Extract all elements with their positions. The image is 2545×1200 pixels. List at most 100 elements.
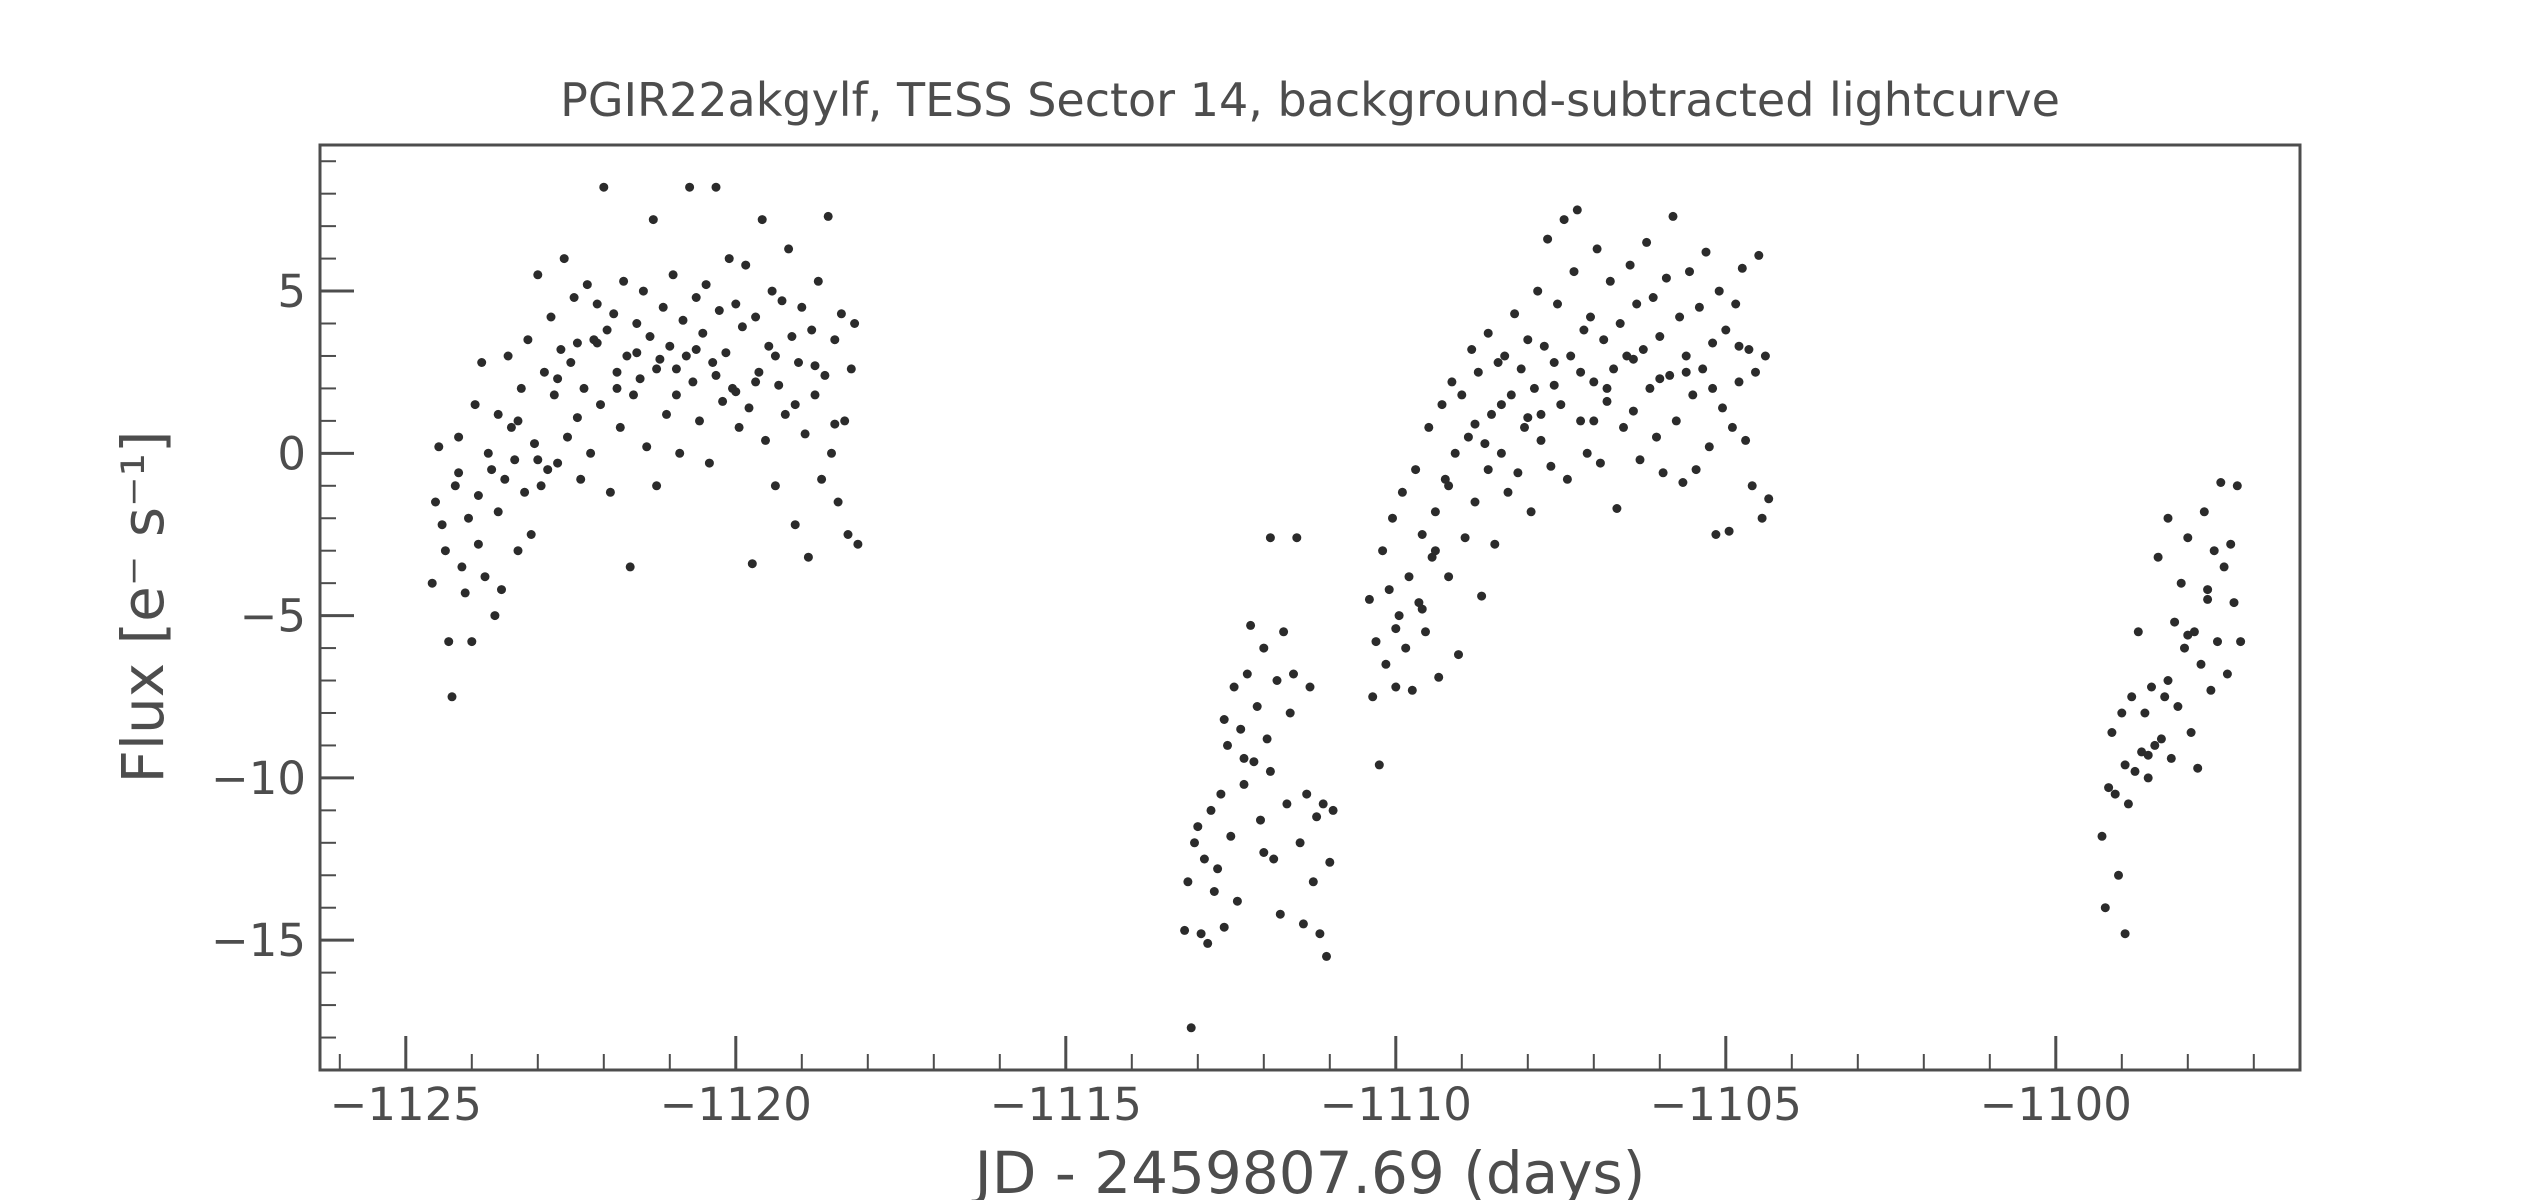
data-point bbox=[523, 335, 533, 345]
data-point bbox=[2170, 617, 2180, 627]
data-point bbox=[533, 455, 543, 465]
data-point bbox=[1576, 416, 1586, 426]
data-point bbox=[2236, 637, 2246, 647]
data-point bbox=[691, 293, 701, 302]
data-point bbox=[2209, 546, 2219, 556]
data-point bbox=[427, 578, 437, 588]
data-point bbox=[2203, 594, 2213, 604]
data-point bbox=[1586, 312, 1595, 322]
data-point bbox=[846, 364, 856, 374]
data-point bbox=[450, 481, 460, 491]
data-point bbox=[2229, 598, 2239, 608]
data-point bbox=[1605, 276, 1615, 286]
data-point bbox=[1546, 461, 1556, 471]
data-point bbox=[549, 390, 559, 400]
data-point bbox=[1371, 637, 1381, 647]
data-point bbox=[576, 474, 586, 484]
data-point bbox=[493, 507, 503, 517]
data-point bbox=[1190, 838, 1199, 848]
data-point bbox=[473, 539, 483, 549]
data-point bbox=[1262, 734, 1272, 744]
data-point bbox=[2176, 578, 2186, 588]
data-point bbox=[1655, 332, 1665, 341]
data-point bbox=[483, 448, 493, 458]
data-point bbox=[1381, 659, 1391, 669]
data-point bbox=[536, 481, 546, 491]
data-point bbox=[516, 383, 526, 393]
data-point bbox=[770, 481, 780, 491]
data-point bbox=[2222, 669, 2232, 679]
data-point bbox=[1727, 422, 1737, 432]
y-tick-label: −10 bbox=[211, 752, 306, 805]
data-point bbox=[1223, 740, 1232, 750]
data-point bbox=[2114, 870, 2123, 880]
data-point bbox=[543, 465, 553, 475]
data-point bbox=[1391, 624, 1401, 634]
data-point bbox=[556, 345, 566, 354]
data-point bbox=[2183, 630, 2193, 640]
data-point bbox=[487, 465, 497, 475]
data-point bbox=[1602, 383, 1612, 393]
data-point bbox=[1549, 380, 1559, 390]
data-point bbox=[645, 332, 655, 341]
data-point bbox=[721, 348, 731, 358]
data-point bbox=[751, 377, 761, 387]
data-point bbox=[1199, 854, 1209, 864]
data-points bbox=[427, 182, 2246, 1033]
data-point bbox=[1549, 358, 1559, 367]
data-point bbox=[757, 215, 767, 225]
data-point bbox=[1302, 789, 1312, 799]
data-point bbox=[1246, 620, 1256, 630]
data-point bbox=[1272, 676, 1282, 685]
data-point bbox=[1734, 377, 1744, 387]
data-point bbox=[1424, 422, 1434, 432]
data-point bbox=[582, 280, 592, 290]
data-point bbox=[592, 338, 602, 348]
data-point bbox=[1592, 244, 1602, 254]
data-point bbox=[1589, 416, 1599, 426]
data-point bbox=[503, 351, 513, 361]
data-point bbox=[671, 390, 681, 400]
data-point bbox=[2130, 766, 2140, 776]
data-point bbox=[1569, 267, 1579, 277]
data-point bbox=[1688, 390, 1698, 400]
data-point bbox=[1483, 465, 1493, 475]
data-point bbox=[1523, 335, 1533, 345]
data-point bbox=[530, 439, 539, 449]
chart-title: PGIR22akgylf, TESS Sector 14, background… bbox=[560, 73, 2060, 127]
data-point bbox=[800, 429, 810, 439]
data-point bbox=[1595, 458, 1605, 468]
data-point bbox=[1615, 319, 1625, 328]
data-point bbox=[622, 351, 632, 361]
data-point bbox=[599, 182, 609, 192]
data-point bbox=[1681, 367, 1691, 377]
data-point bbox=[635, 374, 645, 384]
data-point bbox=[1671, 416, 1681, 426]
data-point bbox=[431, 497, 440, 507]
data-point bbox=[668, 270, 678, 280]
data-point bbox=[1599, 335, 1609, 345]
data-point bbox=[1183, 877, 1193, 887]
data-point bbox=[1463, 432, 1473, 442]
data-point bbox=[1731, 299, 1741, 309]
data-point bbox=[1180, 925, 1190, 935]
data-point bbox=[662, 409, 671, 419]
data-point bbox=[447, 692, 457, 702]
data-point bbox=[1289, 669, 1298, 679]
data-point bbox=[1520, 422, 1529, 432]
data-point bbox=[1318, 799, 1328, 809]
data-point bbox=[1378, 546, 1388, 556]
data-point bbox=[605, 487, 615, 497]
data-point bbox=[1694, 302, 1704, 312]
data-point bbox=[718, 396, 728, 406]
data-point bbox=[1305, 682, 1315, 692]
data-point bbox=[681, 351, 691, 361]
data-point bbox=[619, 276, 629, 286]
data-point bbox=[1312, 812, 1322, 822]
data-point bbox=[434, 442, 444, 452]
data-point bbox=[1625, 260, 1635, 270]
data-point bbox=[2199, 507, 2209, 517]
data-point bbox=[807, 325, 817, 335]
data-point bbox=[810, 361, 820, 371]
data-point bbox=[500, 474, 510, 484]
